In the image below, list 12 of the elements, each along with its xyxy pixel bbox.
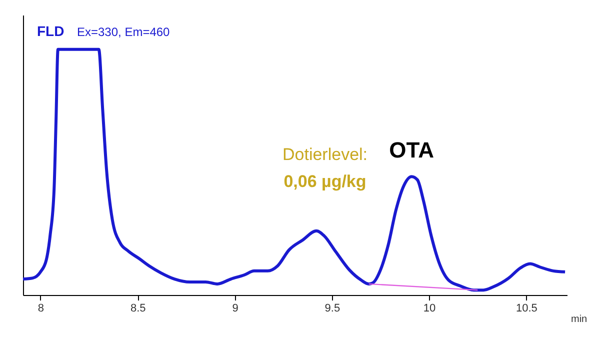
x-tick-label: 10 bbox=[423, 302, 436, 314]
x-tick-label: 9.5 bbox=[324, 302, 340, 314]
x-tick-label: 9 bbox=[232, 302, 238, 314]
annotation: Dotierlevel: bbox=[282, 145, 368, 164]
x-tick-label: 10.5 bbox=[516, 302, 538, 314]
chart-subtitle: Ex=330, Em=460 bbox=[77, 25, 170, 39]
chart-title: FLD bbox=[37, 23, 64, 39]
x-axis-title: min bbox=[571, 314, 588, 325]
x-tick-label: 8 bbox=[38, 302, 44, 314]
annotation: 0,06 µg/kg bbox=[284, 172, 366, 191]
annotation: OTA bbox=[389, 138, 434, 163]
x-tick-label: 8.5 bbox=[130, 302, 146, 314]
